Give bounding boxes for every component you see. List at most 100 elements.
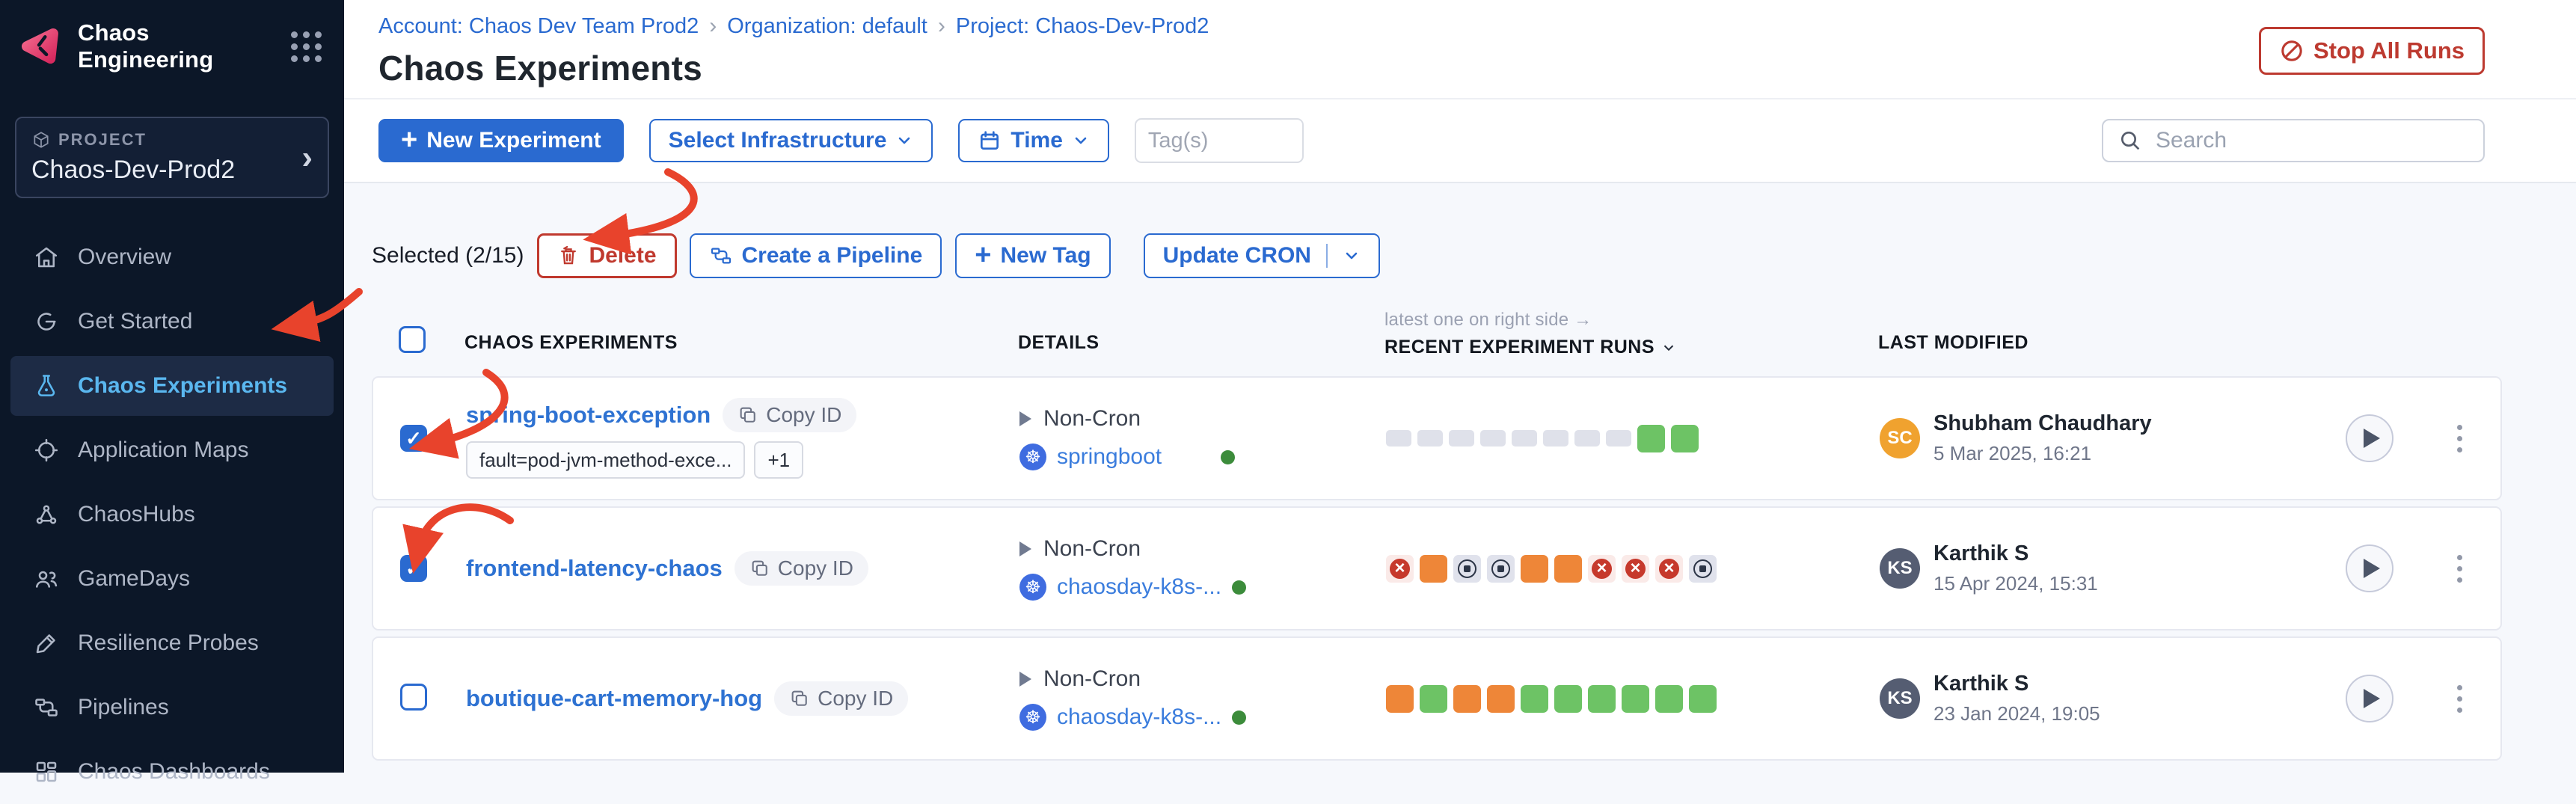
- schedule-type[interactable]: Non-Cron: [1019, 536, 1386, 562]
- update-cron-button[interactable]: Update CRON: [1143, 233, 1380, 278]
- avatar: SC: [1880, 418, 1920, 458]
- column-header-modified[interactable]: LAST MODIFIED: [1878, 332, 2028, 353]
- run-status-ok[interactable]: [1521, 684, 1548, 713]
- select-infrastructure-label: Select Infrastructure: [668, 128, 887, 153]
- expand-triangle-icon: [1019, 672, 1031, 687]
- row-checkbox[interactable]: [400, 555, 427, 582]
- run-status-orange[interactable]: [1420, 554, 1447, 583]
- run-status-stop[interactable]: [1453, 554, 1481, 583]
- row-checkbox[interactable]: [400, 425, 427, 452]
- run-status-ok[interactable]: [1689, 684, 1717, 713]
- column-header-runs: latest one on right side → RECENT EXPERI…: [1384, 310, 1878, 370]
- experiment-name-link[interactable]: boutique-cart-memory-hog: [466, 685, 763, 711]
- tag-chip[interactable]: fault=pod-jvm-method-exce...: [466, 441, 746, 479]
- infrastructure-link[interactable]: chaosday-k8s-...: [1057, 705, 1222, 729]
- run-status-orange[interactable]: [1386, 684, 1414, 713]
- stop-all-runs-button[interactable]: Stop All Runs: [2258, 27, 2485, 75]
- delete-button[interactable]: Delete: [537, 233, 677, 278]
- run-status-ok[interactable]: [1671, 424, 1699, 452]
- select-all-checkbox[interactable]: [399, 326, 426, 353]
- run-status-na[interactable]: [1417, 430, 1443, 447]
- run-status-orange[interactable]: [1554, 554, 1582, 583]
- copy-id-button[interactable]: Copy ID: [734, 551, 868, 586]
- run-experiment-button[interactable]: [2346, 675, 2393, 722]
- run-experiment-button[interactable]: [2346, 414, 2393, 462]
- run-status-na[interactable]: [1606, 430, 1631, 447]
- experiment-name-link[interactable]: spring-boot-exception: [466, 402, 711, 428]
- recent-runs[interactable]: × × × ×: [1386, 554, 1880, 583]
- copy-id-button[interactable]: Copy ID: [774, 681, 909, 716]
- infrastructure-link[interactable]: chaosday-k8s-...: [1057, 574, 1222, 599]
- run-status-stop[interactable]: [1689, 554, 1717, 583]
- column-header-experiments[interactable]: CHAOS EXPERIMENTS: [464, 332, 678, 353]
- runs-header-label[interactable]: RECENT EXPERIMENT RUNS: [1384, 337, 1878, 358]
- time-filter-label: Time: [1011, 128, 1063, 153]
- row-menu-button[interactable]: [2451, 419, 2468, 458]
- column-header-details[interactable]: DETAILS: [1018, 332, 1100, 353]
- tags-filter-input[interactable]: [1134, 118, 1304, 163]
- play-icon: [2364, 689, 2380, 708]
- run-status-na[interactable]: [1386, 430, 1411, 447]
- run-status-fail[interactable]: ×: [1655, 554, 1683, 583]
- dashboard-icon: [33, 758, 60, 785]
- row-menu-button[interactable]: [2451, 679, 2468, 719]
- run-status-ok[interactable]: [1637, 424, 1665, 452]
- run-status-na[interactable]: [1512, 430, 1537, 447]
- app-window: Chaos Engineering PROJECT Chaos-Dev-Prod…: [0, 0, 2576, 773]
- run-status-fail[interactable]: ×: [1386, 554, 1414, 583]
- run-status-na[interactable]: [1449, 430, 1474, 447]
- home-icon: [33, 244, 60, 271]
- run-status-ok[interactable]: [1655, 684, 1683, 713]
- tag-overflow-chip[interactable]: +1: [754, 441, 804, 479]
- breadcrumb-project-link[interactable]: Project: Chaos-Dev-Prod2: [955, 13, 1209, 38]
- sidebar-item-pipelines[interactable]: Pipelines: [10, 678, 334, 737]
- project-selector[interactable]: PROJECT Chaos-Dev-Prod2 ›: [15, 117, 329, 198]
- sidebar-item-overview[interactable]: Overview: [10, 227, 334, 287]
- new-experiment-label: New Experiment: [426, 128, 601, 153]
- sidebar-item-resilience-probes[interactable]: Resilience Probes: [10, 613, 334, 673]
- run-status-ok[interactable]: [1588, 684, 1616, 713]
- schedule-type[interactable]: Non-Cron: [1019, 666, 1386, 692]
- run-status-fail[interactable]: ×: [1622, 554, 1649, 583]
- stop-all-runs-label: Stop All Runs: [2313, 37, 2465, 64]
- time-filter-dropdown[interactable]: Time: [958, 119, 1109, 162]
- apps-grid-icon[interactable]: [291, 31, 322, 62]
- run-status-na[interactable]: [1543, 430, 1568, 447]
- chevron-right-icon: ›: [301, 138, 313, 176]
- run-experiment-button[interactable]: [2346, 544, 2393, 592]
- create-pipeline-button[interactable]: Create a Pipeline: [689, 233, 942, 278]
- search-input[interactable]: [2154, 127, 2468, 154]
- new-tag-button[interactable]: + New Tag: [955, 233, 1111, 278]
- sidebar-item-chaos-experiments[interactable]: Chaos Experiments: [10, 356, 334, 416]
- copy-id-button[interactable]: Copy ID: [723, 398, 857, 432]
- row-checkbox[interactable]: [400, 683, 427, 711]
- modified-date: 15 Apr 2024, 15:31: [1933, 572, 2098, 595]
- recent-runs[interactable]: [1386, 424, 1880, 452]
- run-status-ok[interactable]: [1622, 684, 1649, 713]
- run-status-orange[interactable]: [1453, 684, 1481, 713]
- sidebar-item-gamedays[interactable]: GameDays: [10, 549, 334, 609]
- sidebar-item-application-maps[interactable]: Application Maps: [10, 420, 334, 480]
- run-status-ok[interactable]: [1554, 684, 1582, 713]
- run-status-na[interactable]: [1480, 430, 1506, 447]
- sidebar-item-chaoshubs[interactable]: ChaosHubs: [10, 485, 334, 544]
- sidebar-item-get-started[interactable]: Get Started: [10, 292, 334, 352]
- schedule-type[interactable]: Non-Cron: [1019, 406, 1386, 432]
- breadcrumb-org-link[interactable]: Organization: default: [727, 13, 927, 38]
- run-status-stop[interactable]: [1487, 554, 1515, 583]
- recent-runs[interactable]: [1386, 684, 1880, 713]
- experiment-name-link[interactable]: frontend-latency-chaos: [466, 555, 723, 581]
- chevron-down-icon: [1346, 252, 1358, 260]
- infrastructure-link[interactable]: springboot: [1057, 444, 1162, 469]
- avatar: KS: [1880, 678, 1920, 719]
- select-infrastructure-dropdown[interactable]: Select Infrastructure: [648, 119, 933, 162]
- run-status-ok[interactable]: [1420, 684, 1447, 713]
- run-status-orange[interactable]: [1487, 684, 1515, 713]
- breadcrumb-account-link[interactable]: Account: Chaos Dev Team Prod2: [378, 13, 699, 38]
- row-menu-button[interactable]: [2451, 549, 2468, 589]
- new-experiment-button[interactable]: + New Experiment: [378, 119, 624, 162]
- run-status-fail[interactable]: ×: [1588, 554, 1616, 583]
- sidebar-item-chaos-dashboards[interactable]: Chaos Dashboards: [10, 742, 334, 802]
- run-status-na[interactable]: [1574, 430, 1600, 447]
- run-status-orange[interactable]: [1521, 554, 1548, 583]
